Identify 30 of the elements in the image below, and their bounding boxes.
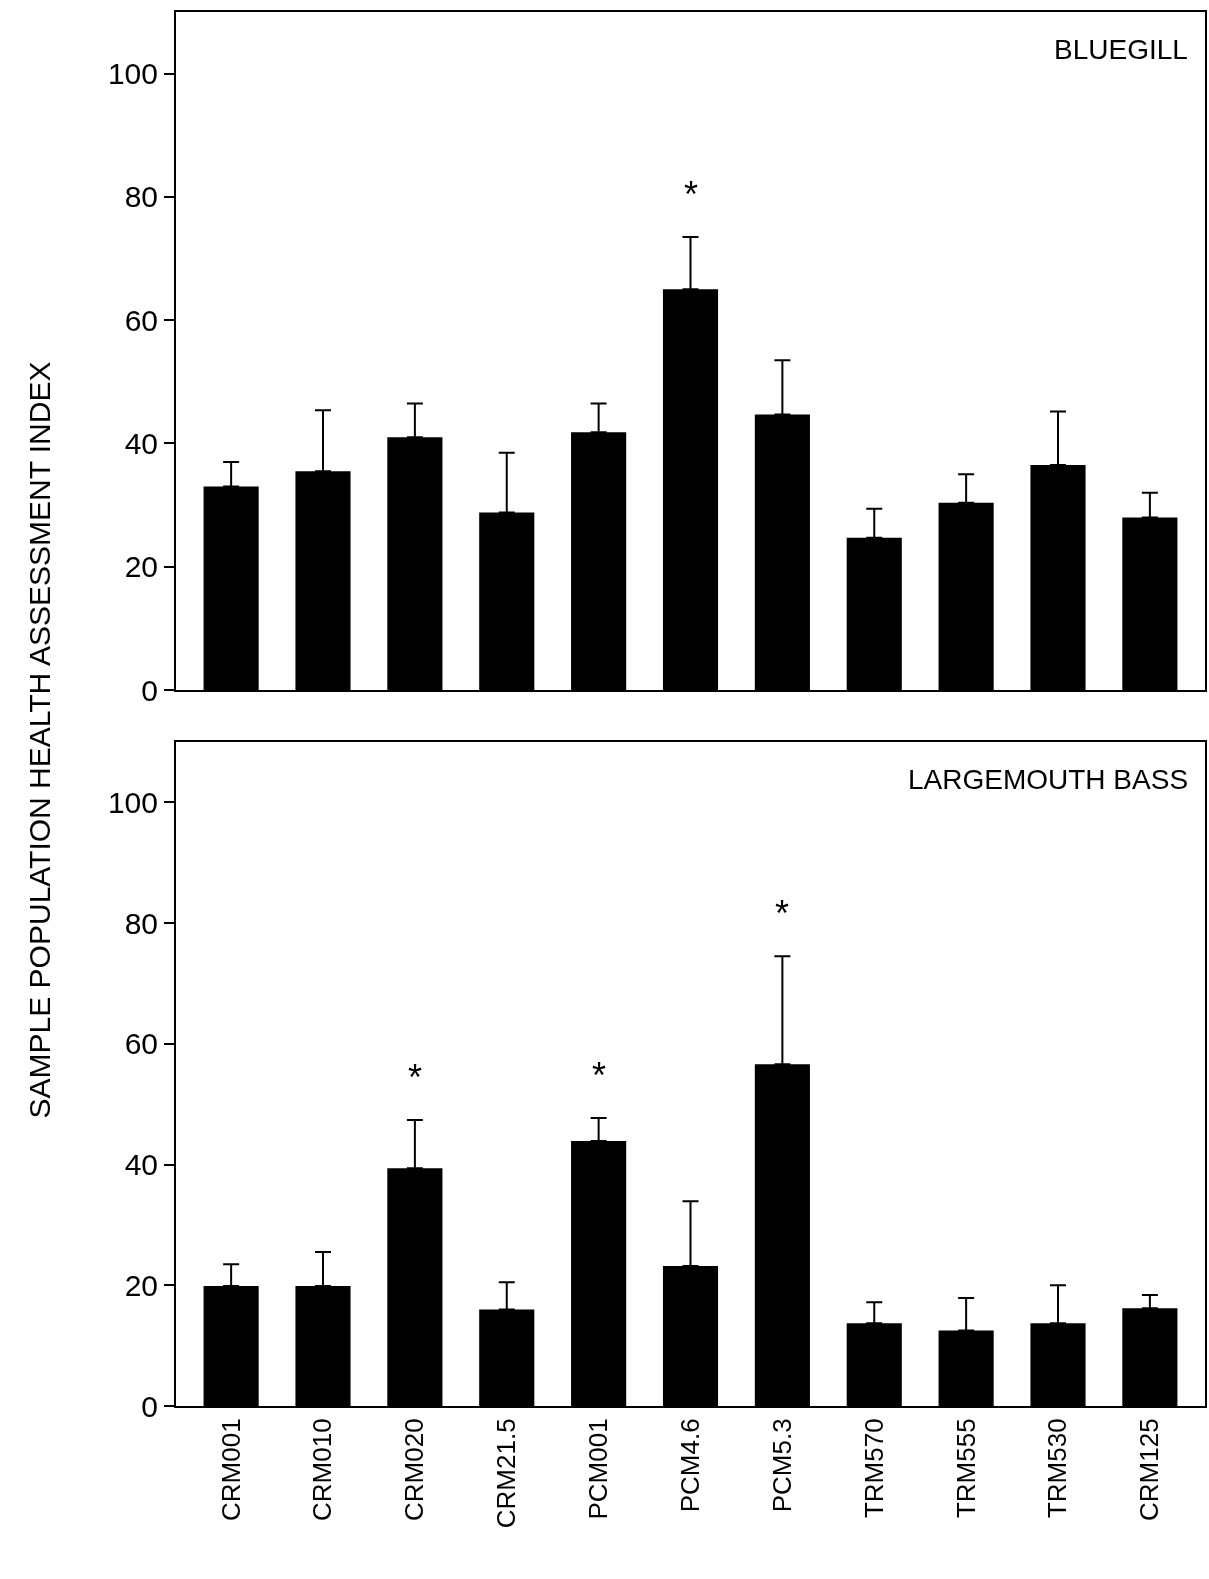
x-tick-label: PCM5.3 bbox=[766, 1418, 797, 1513]
y-tick-label: 80 bbox=[124, 906, 158, 940]
x-tick-label: PCM4.6 bbox=[674, 1418, 705, 1513]
x-tick-label: CRM21.5 bbox=[491, 1418, 522, 1529]
annotation: * bbox=[775, 893, 790, 934]
y-tick-label: 60 bbox=[124, 1027, 158, 1061]
y-tick-label: 60 bbox=[124, 303, 158, 337]
x-tick-label: CRM010 bbox=[307, 1418, 338, 1521]
y-tick-label: 40 bbox=[124, 426, 158, 460]
x-tick-label: CRM001 bbox=[215, 1418, 246, 1521]
y-tick-label: 100 bbox=[107, 785, 158, 819]
y-axis-title: SAMPLE POPULATION HEALTH ASSESSMENT INDEX bbox=[22, 360, 57, 1121]
text: LARGEMOUTH BASS bbox=[908, 764, 1189, 795]
annotation: * bbox=[408, 1057, 423, 1098]
x-tick-label: TRM555 bbox=[950, 1418, 981, 1519]
annotation: * bbox=[684, 174, 699, 215]
y-tick-label: 20 bbox=[124, 1268, 158, 1302]
y-tick-label: 80 bbox=[124, 180, 158, 214]
x-tick-label: PCM001 bbox=[583, 1418, 614, 1520]
x-tick-label: CRM125 bbox=[1134, 1418, 1165, 1521]
x-tick-label: TRM570 bbox=[858, 1418, 889, 1519]
y-tick-label: 100 bbox=[107, 57, 158, 91]
text: BLUEGILL bbox=[1054, 34, 1188, 65]
x-tick-label: CRM020 bbox=[399, 1418, 430, 1521]
y-tick-label: 40 bbox=[124, 1148, 158, 1182]
y-tick-label: 0 bbox=[141, 673, 158, 707]
annotation: * bbox=[592, 1055, 607, 1096]
y-tick-label: 20 bbox=[124, 550, 158, 584]
y-tick-label: 0 bbox=[141, 1389, 158, 1423]
x-tick-label: TRM530 bbox=[1042, 1418, 1073, 1519]
